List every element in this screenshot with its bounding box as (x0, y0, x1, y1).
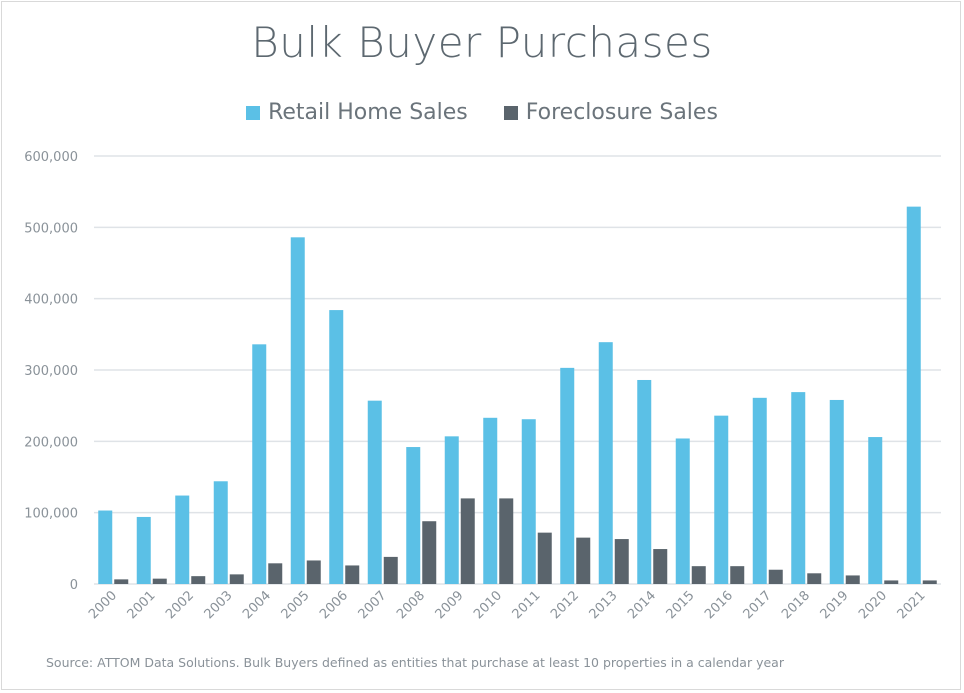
bar-foreclosure (152, 578, 167, 584)
chart-title: Bulk Buyer Purchases (251, 18, 713, 67)
bar-retail (598, 342, 613, 584)
bar-foreclosure (691, 566, 706, 584)
y-tick-label: 0 (70, 578, 78, 593)
bar-retail (483, 417, 498, 584)
x-tick-label: 2003 (202, 588, 236, 622)
bar-foreclosure (807, 573, 822, 584)
bar-retail (406, 447, 421, 584)
bar-foreclosure (229, 574, 244, 584)
x-tick-label: 2016 (702, 588, 736, 622)
bar-foreclosure (922, 580, 937, 584)
bar-foreclosure (191, 576, 206, 584)
bar-retail (714, 415, 729, 584)
y-tick-label: 200,000 (24, 435, 78, 450)
bar-foreclosure (114, 579, 129, 584)
y-tick-label: 600,000 (24, 150, 78, 165)
x-tick-label: 2005 (279, 588, 313, 622)
x-tick-label: 2018 (779, 588, 813, 622)
bar-foreclosure (499, 498, 514, 584)
x-tick-label: 2006 (317, 588, 351, 622)
x-tick-label: 2020 (856, 588, 890, 622)
x-tick-label: 2013 (587, 588, 621, 622)
bar-foreclosure (768, 569, 783, 584)
x-tick-label: 2021 (895, 588, 929, 622)
source-note: Source: ATTOM Data Solutions. Bulk Buyer… (46, 655, 784, 670)
x-tick-label: 2004 (240, 588, 274, 622)
bar-retail (252, 344, 267, 584)
bar-retail (829, 399, 844, 584)
bar-foreclosure (730, 566, 745, 584)
bar-foreclosure (537, 532, 552, 584)
x-tick-label: 2015 (664, 588, 698, 622)
bar-foreclosure (422, 521, 437, 584)
y-tick-label: 400,000 (24, 293, 78, 308)
bar-retail (560, 367, 575, 584)
x-tick-label: 2009 (433, 588, 467, 622)
bar-retail (175, 495, 190, 584)
legend: Retail Home Sales Foreclosure Sales (0, 100, 964, 125)
bar-foreclosure (268, 563, 283, 584)
x-tick-label: 2001 (125, 588, 159, 622)
bar-foreclosure (845, 575, 860, 584)
x-tick-label: 2019 (818, 588, 852, 622)
y-tick-label: 500,000 (24, 221, 78, 236)
x-tick-label: 2017 (741, 588, 775, 622)
bar-foreclosure (460, 498, 475, 584)
bar-foreclosure (653, 549, 668, 584)
x-tick-label: 2012 (548, 588, 582, 622)
y-tick-label: 300,000 (24, 364, 78, 379)
bar-foreclosure (383, 556, 398, 584)
x-tick-label: 2000 (86, 588, 120, 622)
bar-retail (290, 237, 305, 584)
bar-retail (329, 310, 344, 584)
bar-retail (637, 379, 652, 584)
legend-swatch-retail (246, 105, 261, 120)
x-tick-label: 2008 (394, 588, 428, 622)
bar-retail (367, 400, 382, 584)
bar-retail (136, 516, 151, 584)
bar-foreclosure (614, 539, 629, 584)
x-tick-label: 2014 (625, 588, 659, 622)
legend-item-retail: Retail Home Sales (246, 100, 468, 125)
legend-label-retail: Retail Home Sales (268, 100, 468, 125)
y-tick-label: 100,000 (24, 507, 78, 522)
bar-retail (752, 397, 767, 584)
x-tick-label: 2010 (471, 588, 505, 622)
legend-item-foreclosure: Foreclosure Sales (503, 100, 718, 125)
bar-retail (675, 438, 690, 584)
bar-retail (791, 392, 806, 584)
legend-label-foreclosure: Foreclosure Sales (525, 100, 718, 125)
bar-foreclosure (306, 560, 321, 584)
bar-retail (906, 206, 921, 584)
bar-retail (444, 436, 459, 584)
bar-foreclosure (884, 580, 899, 584)
bar-retail (98, 510, 113, 584)
legend-swatch-foreclosure (503, 105, 518, 120)
x-tick-label: 2011 (510, 588, 544, 622)
x-tick-label: 2007 (356, 588, 390, 622)
x-tick-label: 2002 (163, 588, 197, 622)
bar-retail (868, 437, 883, 584)
bar-retail (521, 419, 536, 584)
bar-foreclosure (345, 565, 360, 584)
bar-foreclosure (576, 537, 591, 584)
bar-retail (213, 481, 228, 584)
